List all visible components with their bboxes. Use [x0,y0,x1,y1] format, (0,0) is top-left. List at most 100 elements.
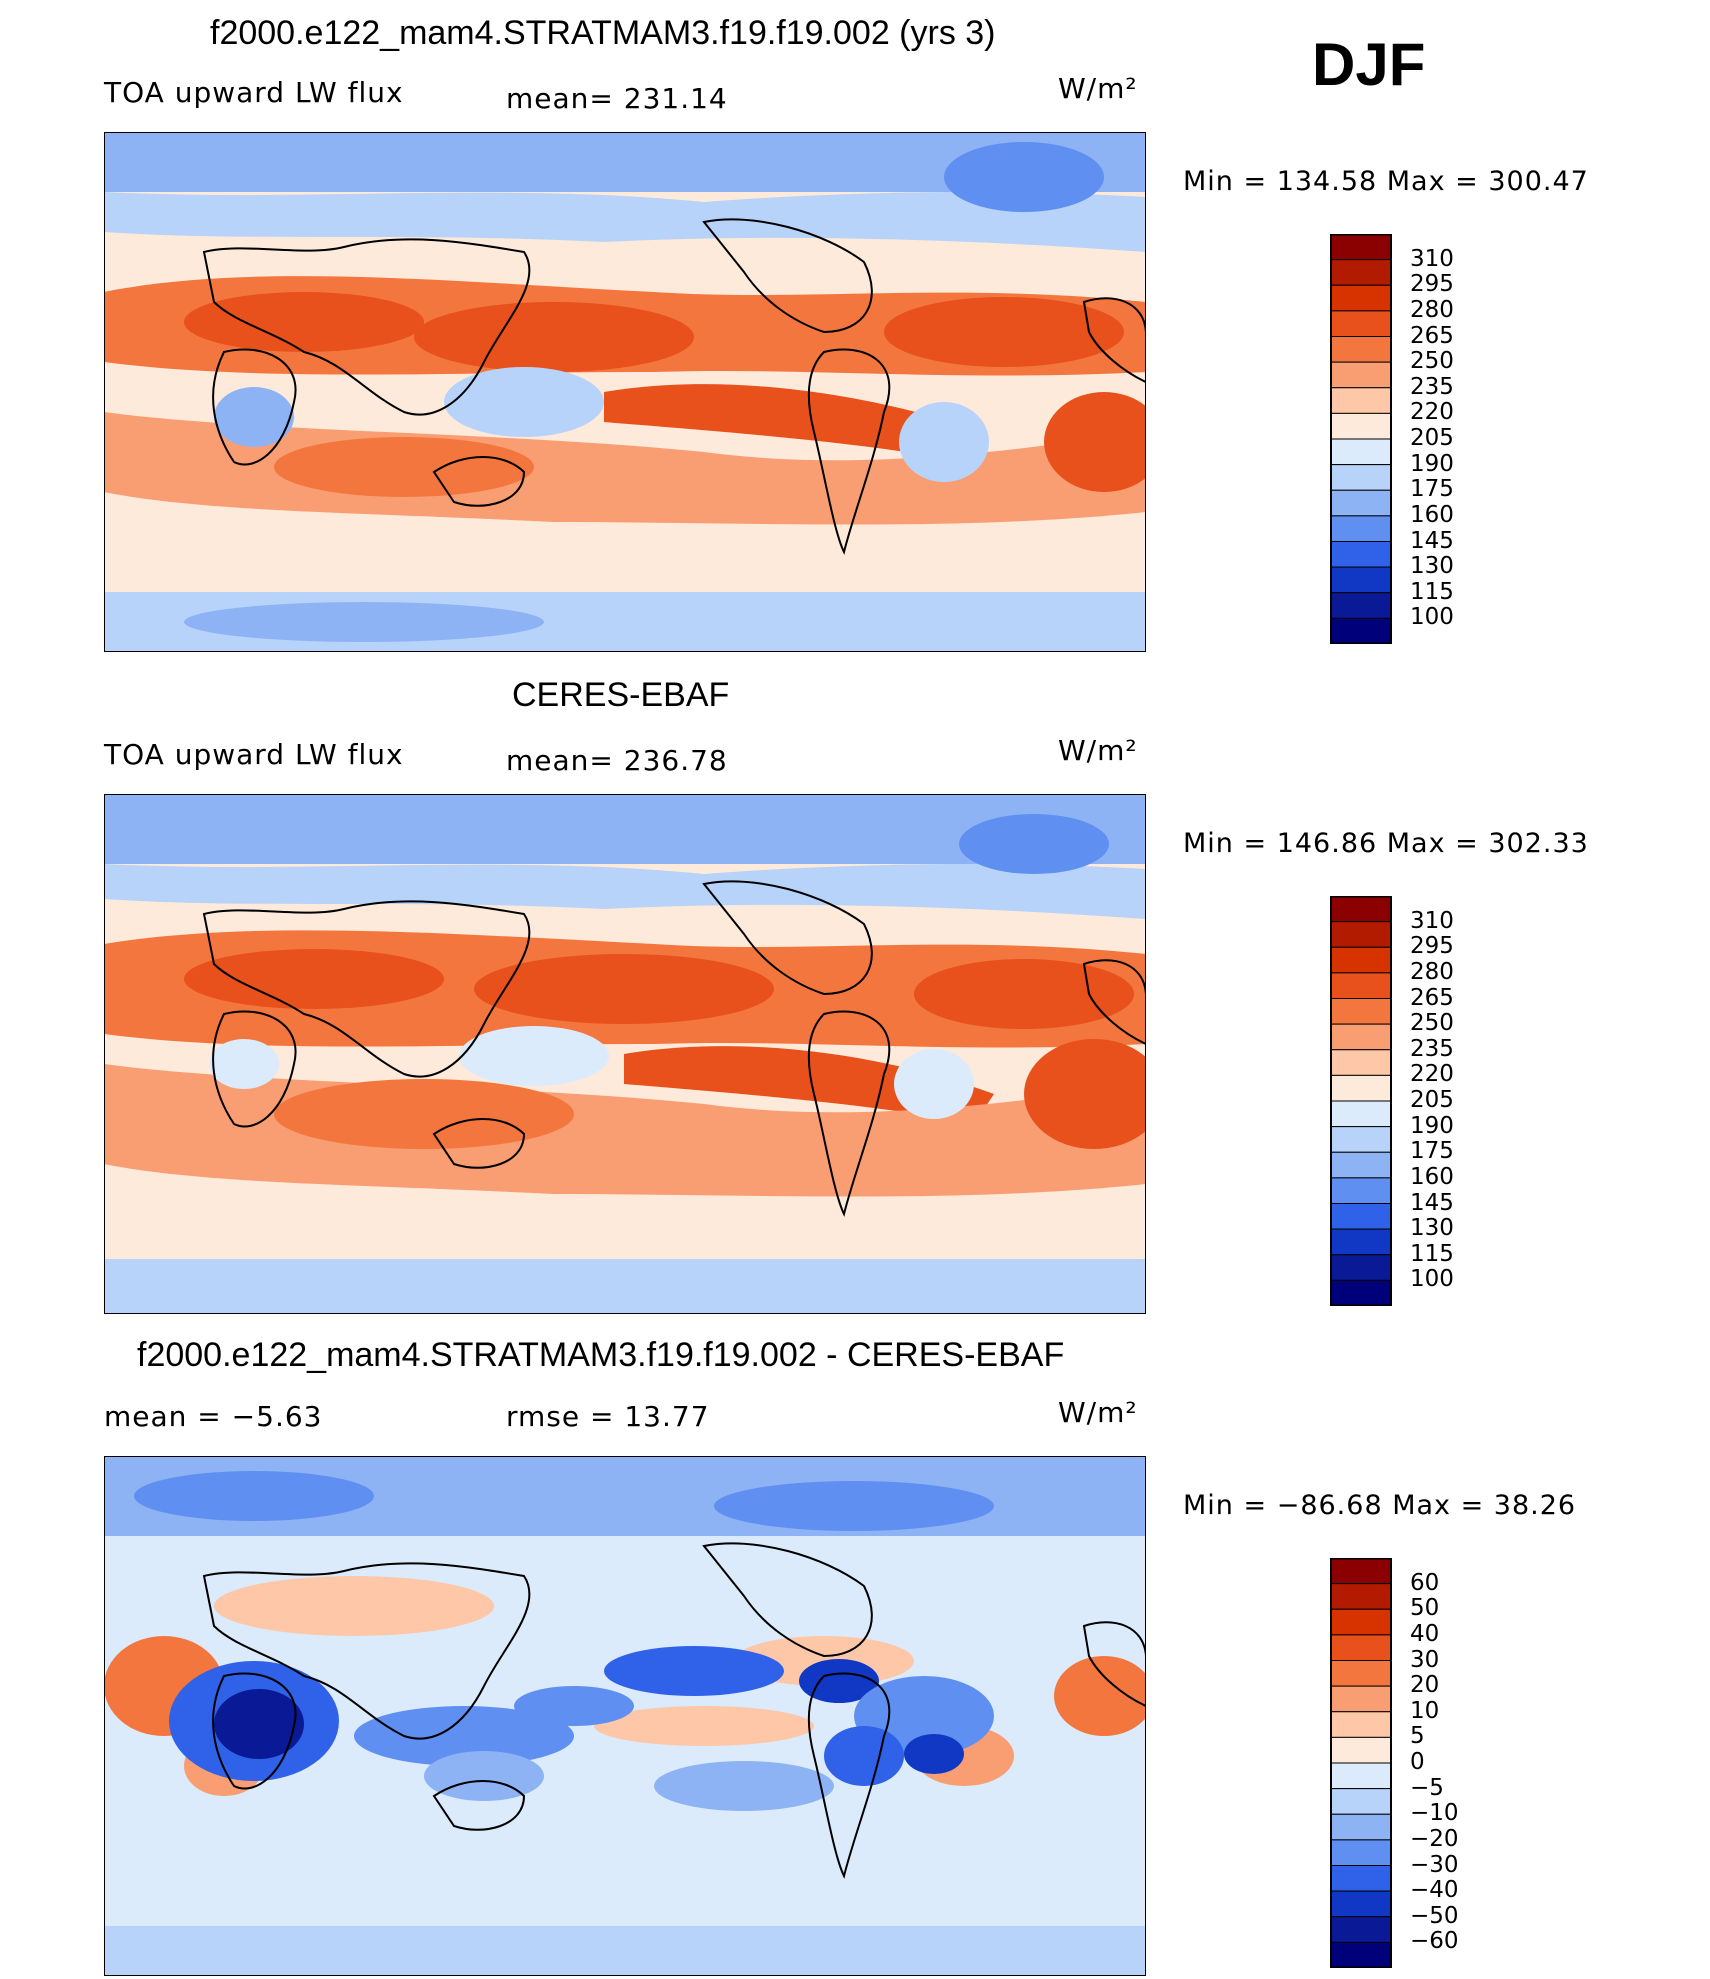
colorbar-tick-label: 175 [1410,476,1454,503]
colorbar-swatch [1330,387,1392,414]
colorbar-tick-label: 205 [1410,1087,1454,1113]
colorbar-tick-label: −60 [1410,1928,1459,1955]
panel3-colorbar-swatches [1330,1557,1392,1969]
colorbar-swatch [1330,412,1392,440]
colorbar-swatch [1330,1711,1392,1738]
panel3-rmse-label: rmse = 13.77 [506,1400,710,1433]
colorbar-swatch [1330,617,1392,645]
panel3-minmax: Min = −86.68 Max = 38.26 [1183,1490,1577,1521]
colorbar-swatch [1330,592,1392,619]
panel2-map [104,794,1146,1314]
colorbar-tick-label: 280 [1410,958,1454,985]
colorbar-tick-label: 265 [1410,984,1454,1011]
colorbar-swatch [1330,1254,1392,1281]
colorbar-swatch [1330,259,1392,286]
colorbar-tick-label: 145 [1410,1189,1454,1216]
colorbar-swatch [1330,515,1392,542]
colorbar-swatch [1330,336,1392,363]
season-label: DJF [1312,31,1426,98]
colorbar-tick-label: 205 [1410,425,1454,451]
panel2-title: CERES-EBAF [512,676,730,714]
colorbar-swatch [1330,1941,1392,1969]
colorbar-tick-label: −5 [1410,1774,1444,1801]
colorbar-swatch [1330,946,1392,974]
colorbar-swatch [1330,541,1392,568]
colorbar-tick-label: 310 [1410,245,1454,272]
colorbar-tick-label: 145 [1410,527,1454,554]
colorbar-tick-label: 50 [1410,1595,1440,1622]
panel1-map-svg [104,132,1146,652]
colorbar-tick-label: 115 [1410,1240,1454,1267]
colorbar-swatch [1330,1916,1392,1943]
colorbar-swatch [1330,1228,1392,1256]
colorbar-swatch [1330,438,1392,466]
colorbar-tick-label: 310 [1410,907,1454,934]
colorbar-tick-label: 250 [1410,1010,1454,1037]
colorbar-tick-label: 160 [1410,1163,1454,1190]
colorbar-swatch [1330,1685,1392,1713]
colorbar-swatch [1330,895,1392,923]
colorbar-swatch [1330,1100,1392,1128]
colorbar-swatch [1330,361,1392,389]
panel1-colorbar [1330,233,1392,649]
colorbar-swatch [1330,1074,1392,1102]
colorbar-swatch [1330,1203,1392,1230]
colorbar-swatch [1330,1839,1392,1866]
colorbar-tick-label: 235 [1410,373,1454,400]
colorbar-tick-label: 115 [1410,578,1454,605]
colorbar-tick-label: 175 [1410,1138,1454,1165]
colorbar-tick-label: 60 [1410,1569,1440,1596]
colorbar-swatch [1330,1788,1392,1815]
colorbar-tick-label: −40 [1410,1877,1459,1904]
panel3-title: f2000.e122_mam4.STRATMAM3.f19.f19.002 - … [137,1336,1065,1374]
panel1-title: f2000.e122_mam4.STRATMAM3.f19.f19.002 (y… [210,14,996,52]
colorbar-swatch [1330,1023,1392,1051]
colorbar-swatch [1330,1634,1392,1661]
colorbar-tick-label: 100 [1410,1266,1454,1293]
colorbar-tick-label: −20 [1410,1825,1459,1852]
panel2-colorbar [1330,895,1392,1311]
colorbar-tick-label: 130 [1410,553,1454,580]
panel2-minmax: Min = 146.86 Max = 302.33 [1183,828,1589,859]
colorbar-tick-label: 130 [1410,1215,1454,1242]
colorbar-swatch [1330,284,1392,312]
colorbar-tick-label: −50 [1410,1902,1459,1929]
colorbar-tick-label: −10 [1410,1800,1459,1827]
colorbar-swatch [1330,1813,1392,1841]
panel1-minmax: Min = 134.58 Max = 300.47 [1183,166,1589,197]
panel2-units: W/m² [1058,734,1138,767]
colorbar-swatch [1330,1660,1392,1687]
panel3-units: W/m² [1058,1396,1138,1429]
colorbar-swatch [1330,1557,1392,1585]
colorbar-tick-label: 190 [1410,450,1454,477]
colorbar-swatch [1330,310,1392,337]
colorbar-tick-label: 295 [1410,271,1454,298]
panel2-colorbar-swatches [1330,895,1392,1307]
colorbar-tick-label: 100 [1410,604,1454,631]
colorbar-swatch [1330,1583,1392,1610]
colorbar-tick-label: 40 [1410,1620,1440,1647]
panel1-units: W/m² [1058,72,1138,105]
panel1-field-label: TOA upward LW flux [104,76,404,109]
colorbar-swatch [1330,1736,1392,1764]
colorbar-tick-label: 250 [1410,348,1454,375]
colorbar-tick-label: 10 [1410,1697,1440,1724]
colorbar-swatch [1330,1279,1392,1307]
colorbar-swatch [1330,233,1392,261]
panel3-colorbar [1330,1557,1392,1973]
colorbar-swatch [1330,1126,1392,1153]
colorbar-tick-label: 280 [1410,296,1454,323]
panel3-map [104,1456,1146,1976]
panel2-map-svg [104,794,1146,1314]
colorbar-tick-label: 265 [1410,322,1454,349]
panel1-colorbar-swatches [1330,233,1392,645]
colorbar-swatch [1330,566,1392,594]
colorbar-tick-label: 220 [1410,1061,1454,1088]
colorbar-swatch [1330,998,1392,1025]
colorbar-swatch [1330,1865,1392,1892]
panel3-map-svg [104,1456,1146,1976]
colorbar-tick-label: 30 [1410,1646,1440,1673]
colorbar-swatch [1330,1177,1392,1204]
colorbar-tick-label: 235 [1410,1035,1454,1062]
colorbar-swatch [1330,1608,1392,1636]
